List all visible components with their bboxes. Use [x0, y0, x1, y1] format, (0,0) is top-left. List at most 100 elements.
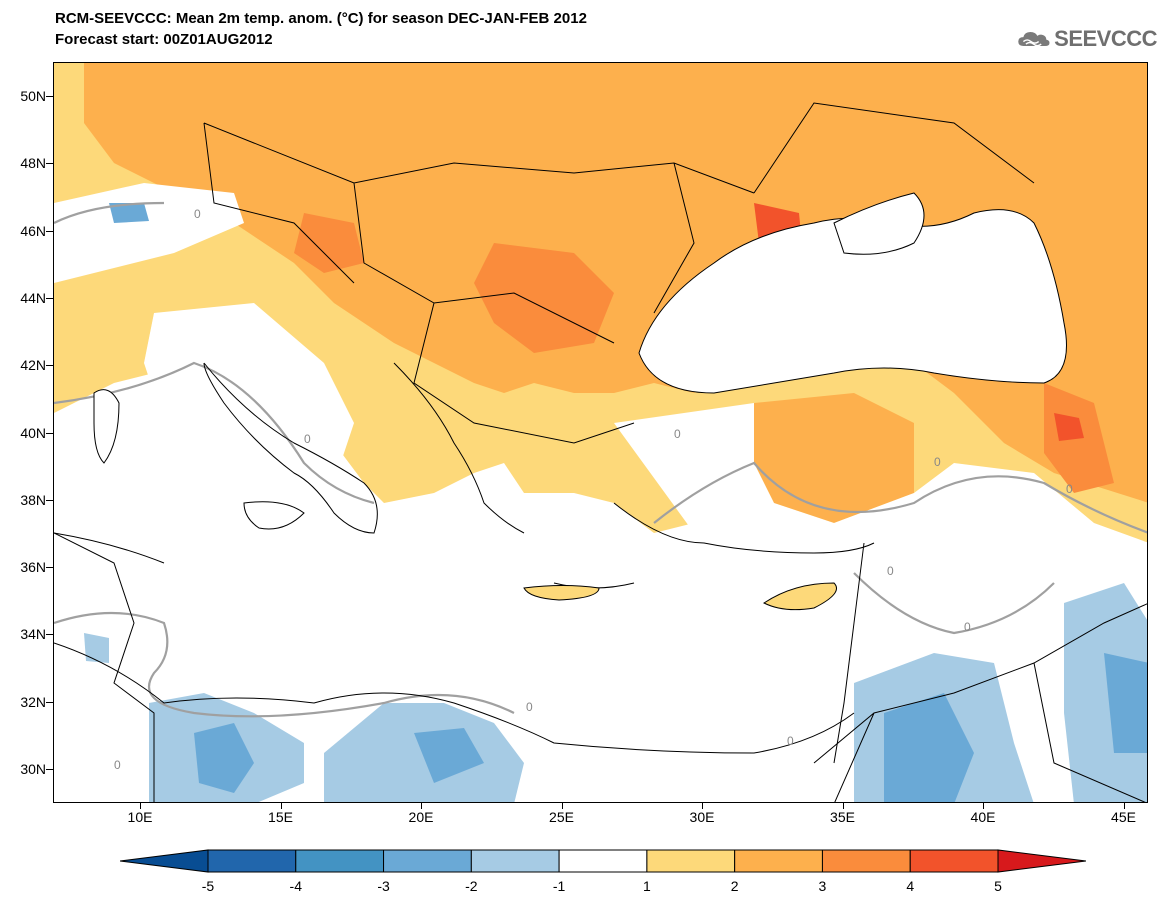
longitude-label: 40E	[970, 809, 996, 825]
colorbar-label: 4	[906, 878, 915, 894]
colorbar-label: -4	[289, 878, 302, 894]
longitude-label: 35E	[830, 809, 855, 825]
contour-label: 0	[304, 432, 311, 446]
latitude-tick	[46, 499, 53, 501]
longitude-label: 20E	[408, 809, 434, 825]
latitude-label: 36N	[20, 559, 46, 576]
sicily-island	[243, 501, 305, 530]
colorbar-segment	[909, 849, 999, 873]
sardinia-island	[93, 389, 120, 464]
colorbar-segment	[295, 849, 385, 873]
longitude-label: 25E	[549, 809, 574, 825]
seevccc-logo: SEEVCCC	[1017, 21, 1157, 57]
contour-label: 0	[526, 700, 533, 714]
contour-label: 0	[887, 564, 894, 578]
latitude-label: 38N	[20, 491, 46, 508]
chart-title: RCM-SEEVCCC: Mean 2m temp. anom. (°C) fo…	[55, 10, 587, 27]
colorbar-segment	[734, 849, 823, 873]
colorbar-label: 5	[994, 878, 1002, 894]
contour-label: 0	[114, 758, 121, 772]
zero-contour-5	[54, 201, 165, 224]
contour-label: 0	[964, 620, 971, 634]
colorbar-segment	[207, 849, 297, 873]
longitude-label: 15E	[268, 809, 293, 825]
latitude-label: 50N	[20, 88, 46, 104]
latitude-label: 34N	[20, 626, 46, 643]
longitude-label: 30E	[689, 809, 715, 825]
longitude-tick	[702, 803, 703, 809]
contour-label: 0	[934, 455, 941, 469]
latitude-tick	[46, 230, 53, 232]
latitude-label: 48N	[20, 155, 46, 172]
border-lines	[54, 102, 1147, 802]
latitude-label: 44N	[20, 289, 46, 306]
coastline-mediterranean	[54, 362, 875, 764]
latitude-tick	[46, 365, 53, 367]
longitude-tick	[983, 803, 984, 809]
cool-anomaly-levant-core	[884, 693, 974, 802]
zero-contour-2	[653, 461, 1147, 534]
logo-text: SEEVCCC	[1054, 26, 1157, 51]
colorbar	[120, 849, 1086, 873]
cool-anomaly-tunisia	[84, 633, 109, 663]
latitude-tick	[46, 634, 53, 636]
map-panel: 0 0 0 0 0 0 0 0 0 0	[53, 62, 1148, 803]
longitude-tick	[1123, 803, 1125, 809]
colorbar-label: -2	[465, 878, 478, 894]
colorbar-segment	[821, 849, 911, 873]
contour-label: 0	[787, 734, 794, 748]
colorbar-label: -3	[377, 878, 390, 894]
latitude-label: 42N	[20, 357, 46, 374]
contour-label: 0	[674, 427, 681, 441]
latitude-tick	[46, 163, 53, 165]
zero-contour-1	[54, 361, 375, 505]
latitude-tick	[46, 567, 53, 569]
cool-anomaly-egypt-core	[414, 728, 484, 783]
latitude-label: 40N	[20, 424, 46, 441]
longitude-tick	[842, 803, 844, 809]
longitude-tick	[280, 803, 282, 809]
cloud-icon	[1018, 31, 1050, 47]
chart-subtitle: Forecast start: 00Z01AUG2012	[55, 31, 273, 48]
colorbar-extend-high	[997, 849, 1086, 873]
colorbar-label: 3	[818, 878, 827, 894]
latitude-tick	[46, 701, 53, 703]
warm-anomaly-region-7	[1054, 413, 1084, 441]
anomaly-map: 0 0 0 0 0 0 0 0 0 0	[54, 63, 1147, 802]
colorbar-segment	[558, 849, 648, 873]
crete-island	[523, 585, 600, 601]
longitude-tick	[561, 803, 563, 809]
latitude-tick	[46, 769, 53, 770]
latitude-tick	[46, 297, 53, 299]
colorbar-segment	[470, 849, 560, 873]
colorbar-extend-low	[120, 849, 209, 873]
colorbar-label: -1	[552, 878, 566, 894]
longitude-label: 45E	[1111, 809, 1136, 825]
latitude-tick	[46, 96, 53, 97]
zero-contour-4	[853, 572, 1055, 635]
latitude-tick	[46, 432, 53, 434]
black-sea	[638, 209, 1067, 394]
latitude-label: 32N	[20, 693, 46, 710]
longitude-label: 10E	[127, 809, 153, 825]
warm-anomaly-anatolia	[754, 393, 914, 523]
azov-sea	[833, 192, 925, 255]
cyprus-island	[763, 582, 837, 611]
warm-anomaly-region-4	[294, 213, 364, 273]
contour-label: 0	[194, 207, 201, 221]
colorbar-label: 2	[730, 878, 739, 894]
cool-anomaly-alps	[109, 203, 149, 223]
cool-anomaly-iraq-core	[1104, 653, 1147, 753]
contour-label: 0	[1066, 482, 1073, 496]
latitude-label: 30N	[20, 761, 46, 777]
colorbar-segment	[646, 849, 736, 873]
longitude-tick	[421, 803, 422, 809]
colorbar-label: 1	[642, 878, 651, 894]
longitude-tick	[140, 803, 141, 809]
colorbar-segment	[383, 849, 472, 873]
colorbar-label: -5	[201, 878, 215, 894]
latitude-label: 46N	[20, 222, 46, 239]
zero-contour-3	[54, 611, 515, 718]
warm-anomaly-region-2	[84, 63, 1147, 503]
cool-anomaly-libya-core	[194, 723, 254, 793]
